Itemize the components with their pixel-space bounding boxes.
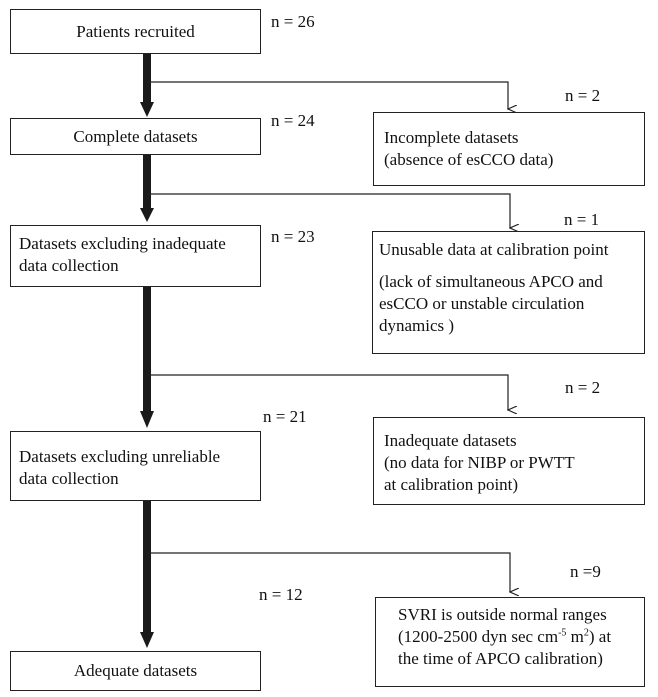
step-label-line: Datasets excluding inadequate	[19, 234, 226, 253]
exclusion-unusable-data: Unusable data at calibration point (lack…	[372, 231, 645, 354]
exclusion-line: Incomplete datasets	[384, 128, 519, 147]
exclusion-title: Unusable data at calibration point	[379, 240, 609, 259]
main-flow-arrows	[140, 54, 154, 648]
step-patients-recruited: Patients recruited	[10, 9, 261, 54]
step-count: n = 24	[271, 111, 315, 130]
exclusion-line: (absence of esCCO data)	[384, 150, 554, 169]
exclusion-line: Inadequate datasets	[384, 431, 517, 450]
exclusion-count: n = 1	[564, 210, 600, 229]
exclusion-svri-outside-range: SVRI is outside normal ranges (1200-2500…	[375, 597, 645, 687]
step-label-line: data collection	[19, 256, 119, 275]
step-count: n = 21	[263, 407, 307, 426]
exclusion-count: n = 2	[565, 86, 601, 105]
svri-range-text: (1200-2500 dyn sec cm	[398, 627, 559, 646]
step-count: n = 23	[271, 227, 315, 246]
exclusion-line: the time of APCO calibration)	[398, 649, 603, 668]
exclusion-inadequate-datasets: Inadequate datasets (no data for NIBP or…	[373, 417, 645, 505]
exclusion-branches	[147, 81, 510, 592]
step-label: Complete datasets	[73, 126, 198, 146]
step-excluding-inadequate: Datasets excluding inadequate data colle…	[10, 225, 261, 287]
svri-exponent: 2	[583, 627, 589, 639]
exclusion-line: (lack of simultaneous APCO and	[379, 272, 603, 291]
svri-exponent: -5	[558, 627, 567, 639]
exclusion-line: at calibration point)	[384, 475, 519, 494]
step-adequate-datasets: Adequate datasets	[10, 651, 261, 691]
exclusion-line: (no data for NIBP or PWTT	[384, 453, 575, 472]
step-label-line: Datasets excluding unreliable	[19, 447, 221, 466]
step-complete-datasets: Complete datasets	[10, 118, 261, 155]
exclusion-line: esCCO or unstable circulation	[379, 294, 585, 313]
step-count: n = 26	[271, 12, 315, 31]
step-count: n = 12	[259, 585, 303, 604]
svri-at: ) at	[588, 627, 612, 646]
step-label: Patients recruited	[76, 21, 195, 41]
svri-unit-m: m	[566, 627, 584, 646]
step-excluding-unreliable: Datasets excluding unreliable data colle…	[10, 431, 261, 501]
step-label: Adequate datasets	[73, 661, 198, 680]
step-label-line: data collection	[19, 469, 119, 488]
exclusion-count: n = 2	[565, 378, 601, 397]
exclusion-count: n =9	[570, 562, 601, 581]
exclusion-line: SVRI is outside normal ranges	[398, 605, 607, 624]
exclusion-incomplete-datasets: Incomplete datasets (absence of esCCO da…	[373, 112, 645, 186]
exclusion-line: dynamics )	[379, 316, 455, 335]
exclusion-line: (1200-2500 dyn sec cm-5 m2) at	[398, 626, 640, 648]
